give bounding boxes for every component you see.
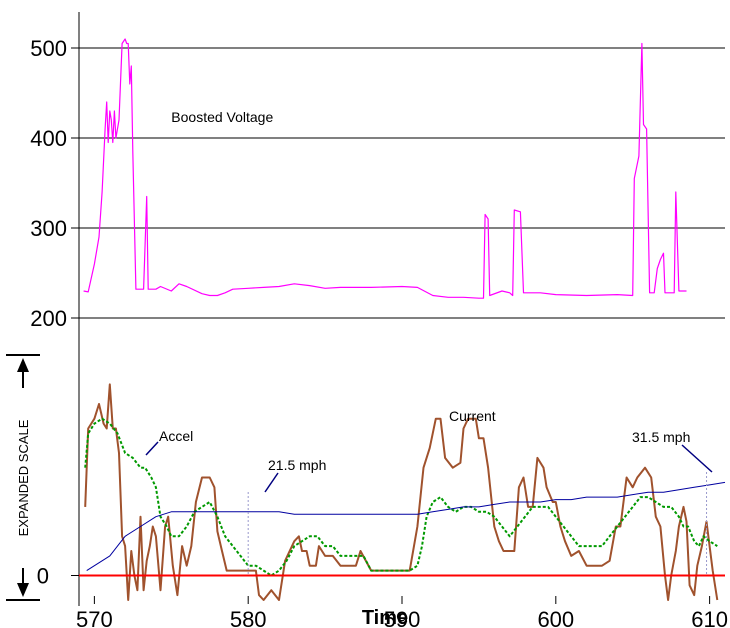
annotation-label: Current — [449, 408, 496, 424]
series-speed — [86, 481, 726, 572]
grid-lines — [71, 47, 725, 319]
y-tick-label: 300 — [30, 216, 67, 241]
annotation-leader — [264, 472, 279, 493]
series-layer — [79, 38, 726, 601]
annotation-label: Accel — [159, 428, 193, 444]
y-tick-label: 400 — [30, 126, 67, 151]
annotation-leader — [145, 441, 159, 456]
annotation-leader — [681, 444, 713, 473]
x-axis-title: Time — [362, 607, 408, 628]
annotation-label: 31.5 mph — [632, 429, 690, 445]
annotation-layer: Boosted Voltage Accel Current 21.5 mph 31.5 … — [145, 109, 713, 576]
arrow-down-icon — [17, 583, 29, 597]
y-tick-label: 200 — [30, 306, 67, 331]
y-tick-label: 500 — [30, 36, 67, 61]
arrow-up-icon — [17, 358, 29, 372]
series-current — [84, 383, 719, 601]
tick-marks: 200 300 400 500 0 570 580 590 600 610 — [30, 36, 728, 628]
x-tick-label: 580 — [230, 607, 267, 628]
x-tick-label: 590 — [384, 607, 421, 628]
x-tick-label: 600 — [537, 607, 574, 628]
series-boosted-voltage — [83, 38, 687, 299]
x-tick-label: 570 — [76, 607, 113, 628]
y-tick-label: 0 — [37, 564, 49, 589]
expanded-scale-label: EXPANDED SCALE — [16, 419, 31, 536]
annotation-label: 21.5 mph — [268, 457, 326, 473]
x-tick-label: 610 — [691, 607, 728, 628]
annotation-label: Boosted Voltage — [171, 109, 273, 125]
expanded-scale-indicator: EXPANDED SCALE — [6, 354, 40, 601]
